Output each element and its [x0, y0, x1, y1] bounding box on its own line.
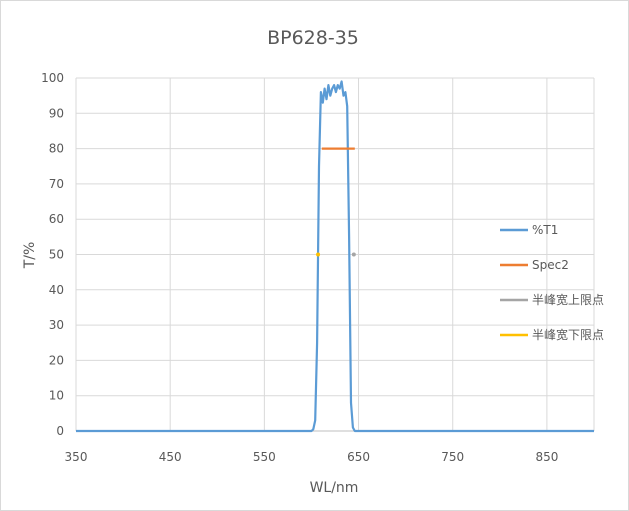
y-tick-label: 20: [49, 353, 64, 367]
x-tick-label: 650: [347, 450, 370, 464]
legend-label: Spec2: [532, 258, 569, 272]
legend-label: %T1: [532, 223, 558, 237]
marker-point: [316, 252, 321, 257]
y-tick-label: 80: [49, 142, 64, 156]
series-line-t1: [76, 80, 594, 433]
chart-title: BP628-35: [267, 27, 359, 49]
x-tick-label: 350: [65, 450, 88, 464]
y-tick-label: 100: [41, 71, 64, 85]
x-tick-label: 750: [441, 450, 464, 464]
x-axis-title: WL/nm: [310, 480, 359, 496]
x-tick-label: 450: [159, 450, 182, 464]
y-tick-label: 90: [49, 106, 64, 120]
y-tick-label: 30: [49, 318, 64, 332]
series-layer: [76, 80, 594, 433]
y-tick-label: 70: [49, 177, 64, 191]
y-tick-label: 10: [49, 389, 64, 403]
legend-label: 半峰宽下限点: [532, 327, 604, 342]
x-axis-tick-labels: 350 450 550 650 750 850: [65, 450, 559, 464]
y-tick-label: 0: [56, 424, 64, 438]
y-tick-label: 60: [49, 212, 64, 226]
marker-point: [351, 252, 356, 257]
x-tick-label: 550: [253, 450, 276, 464]
gridlines: [75, 77, 595, 432]
y-tick-label: 40: [49, 283, 64, 297]
y-axis-tick-labels: 0 10 20 30 40 50 60 70 80 90 100: [41, 71, 64, 438]
y-axis-title: T/%: [22, 242, 38, 270]
x-tick-label: 850: [535, 450, 558, 464]
y-tick-label: 50: [49, 248, 64, 262]
legend-label: 半峰宽上限点: [532, 292, 604, 307]
